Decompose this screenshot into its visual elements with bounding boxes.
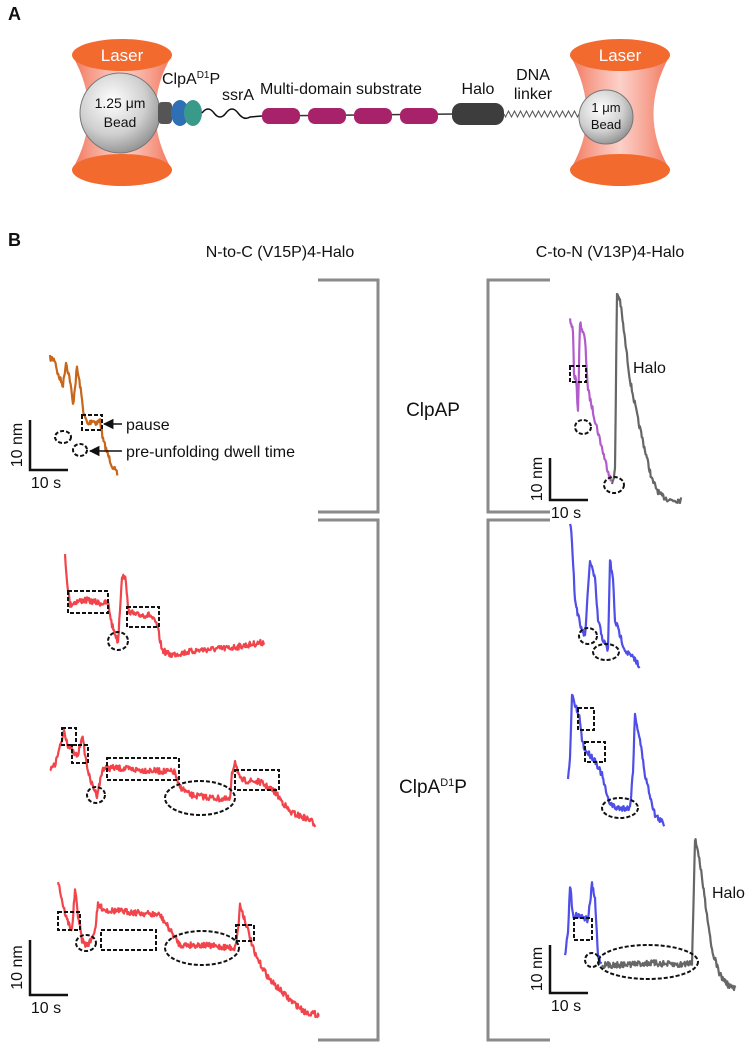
pause-box: [61, 727, 77, 746]
annotation: Halo: [712, 885, 745, 902]
trace: [568, 318, 613, 482]
scale-label: 10 nm: [529, 947, 546, 991]
column-header: N-to-C (V15P)4-Halo: [206, 244, 355, 261]
ssra-tail: [201, 108, 263, 120]
trace: [610, 292, 683, 504]
linker-label: DNA: [516, 67, 550, 84]
row-label: ClpAP: [406, 400, 460, 421]
dwell-ellipse: [584, 952, 600, 968]
dwell-ellipse: [601, 797, 639, 819]
pause-box: [234, 769, 280, 791]
bead-size: 1 μm: [591, 100, 620, 115]
trace: [48, 354, 119, 476]
enzyme-label: ClpAD1P: [162, 70, 220, 88]
scale-label: 10 nm: [9, 423, 26, 467]
trace: [601, 838, 737, 992]
dwell-ellipse: [578, 627, 598, 645]
laser-label: Laser: [101, 46, 144, 65]
bead: [79, 72, 161, 154]
trace: [56, 881, 320, 1019]
scale-label: 10 nm: [529, 457, 546, 501]
trace: [49, 728, 317, 828]
column-header: C-to-N (V13P)4-Halo: [536, 244, 685, 261]
pause-box: [577, 707, 595, 731]
pause-box: [67, 590, 109, 614]
trace: [563, 881, 603, 965]
pause-box: [106, 757, 180, 781]
bead-label: Bead: [104, 114, 137, 130]
dwell-ellipse: [164, 930, 240, 966]
dwell-ellipse: [597, 944, 699, 980]
panel-label: A: [8, 4, 21, 24]
bead: [578, 89, 634, 145]
halo-label: Halo: [462, 81, 495, 98]
pause-box: [573, 917, 593, 941]
pause-box: [584, 741, 606, 763]
dwell-ellipse: [164, 780, 236, 816]
panel-label: B: [8, 230, 21, 250]
linker-label: linker: [514, 86, 553, 103]
laser-right: Laser: [570, 39, 670, 186]
annotation: pause: [126, 417, 170, 434]
pause-box: [71, 744, 89, 764]
dwell-ellipse: [54, 430, 72, 444]
enzyme-suffix: P: [209, 71, 220, 88]
dna-linker: [503, 109, 583, 119]
scale-label: 10 s: [31, 1000, 61, 1017]
trace: [63, 554, 266, 658]
bead-label: Bead: [591, 117, 621, 132]
row-label: ClpAD1P: [399, 777, 467, 798]
trace: [568, 523, 641, 669]
pause-box: [81, 414, 103, 431]
annotation: Halo: [633, 360, 666, 377]
bead-size: 1.25 μm: [95, 95, 146, 111]
row-name: ClpA: [399, 777, 441, 798]
annotations: [54, 365, 699, 980]
dwell-ellipse: [75, 934, 97, 952]
scale-label: 10 nm: [9, 945, 26, 989]
dwell-ellipse: [107, 631, 129, 651]
scale-bar: [548, 458, 588, 502]
row-sup: D1: [440, 777, 454, 789]
dwell-ellipse: [72, 443, 88, 457]
scale-bar: [548, 945, 588, 995]
scale-bar: [28, 940, 68, 997]
annotation: pre-unfolding dwell time: [126, 444, 295, 461]
pause-box: [235, 924, 255, 942]
scale-bars: 10 nm 10 s 10 nm 10 s 10 nm 10 s 10 nm 10 s: [9, 420, 588, 1017]
tag-label: ssrA: [222, 87, 254, 104]
laser-label: Laser: [599, 46, 642, 65]
row-suffix: P: [454, 777, 467, 798]
dwell-ellipse: [574, 419, 592, 435]
trace: [566, 693, 666, 827]
dwell-ellipse: [592, 643, 620, 661]
enzyme-sup: D1: [197, 70, 210, 81]
clpap-complex: [158, 100, 202, 126]
traces: [48, 292, 737, 1019]
pause-box: [57, 911, 81, 931]
dwell-ellipse: [603, 476, 625, 494]
scale-bar: [28, 420, 68, 472]
enzyme-name: ClpA: [162, 71, 197, 88]
substrate-domains: [262, 108, 438, 124]
scale-label: 10 s: [31, 475, 61, 492]
scale-label: 10 s: [551, 998, 581, 1015]
pause-box: [569, 365, 587, 383]
substrate-label: Multi-domain substrate: [260, 81, 422, 98]
dwell-ellipse: [86, 786, 106, 804]
brackets: [318, 278, 550, 1042]
pause-box: [100, 929, 157, 951]
pause-box: [126, 606, 160, 628]
halo-domain: [452, 103, 504, 125]
scale-label: 10 s: [551, 505, 581, 522]
